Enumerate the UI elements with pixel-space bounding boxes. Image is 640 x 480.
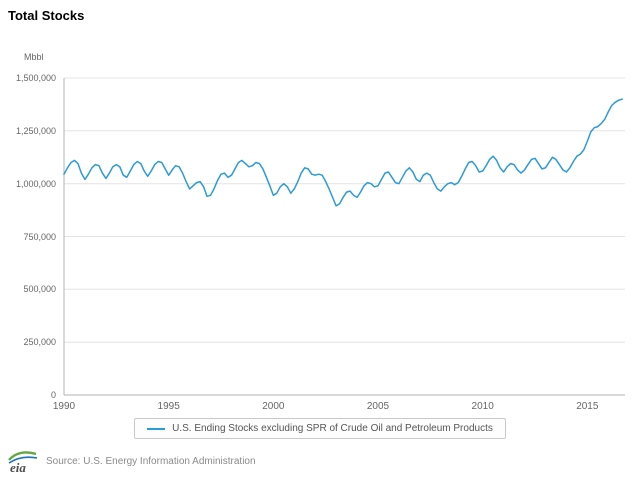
svg-text:eia: eia (10, 460, 26, 474)
legend-label: U.S. Ending Stocks excluding SPR of Crud… (172, 423, 493, 434)
y-axis-tick-label: 1,500,000 (15, 73, 56, 83)
y-axis-unit-label: Mbbl (24, 52, 44, 62)
y-axis-tick-label: 750,000 (23, 231, 56, 242)
x-axis-tick-label: 1990 (52, 401, 76, 412)
x-axis-tick-label: 1995 (157, 401, 180, 412)
x-axis-tick-label: 2010 (471, 401, 494, 412)
source-text: Source: U.S. Energy Information Administ… (46, 455, 256, 467)
page-title: Total Stocks (8, 8, 85, 23)
y-axis-tick-label: 1,000,000 (15, 178, 56, 189)
y-axis-tick-label: 250,000 (23, 337, 56, 348)
x-axis-tick-label: 2005 (366, 401, 390, 412)
eia-logo: eia (8, 451, 38, 474)
y-axis-tick-label: 500,000 (23, 284, 56, 295)
legend: U.S. Ending Stocks excluding SPR of Crud… (0, 418, 640, 439)
x-axis-tick-label: 2000 (262, 401, 285, 412)
series-line-icon (147, 427, 166, 430)
y-axis-tick-label: 1,250,000 (15, 125, 56, 136)
x-axis-tick-label: 2015 (576, 401, 599, 412)
footer: eia Source: U.S. Energy Information Admi… (6, 448, 256, 474)
y-axis-tick-label: 0 (50, 390, 56, 400)
legend-item[interactable]: U.S. Ending Stocks excluding SPR of Crud… (134, 418, 506, 439)
